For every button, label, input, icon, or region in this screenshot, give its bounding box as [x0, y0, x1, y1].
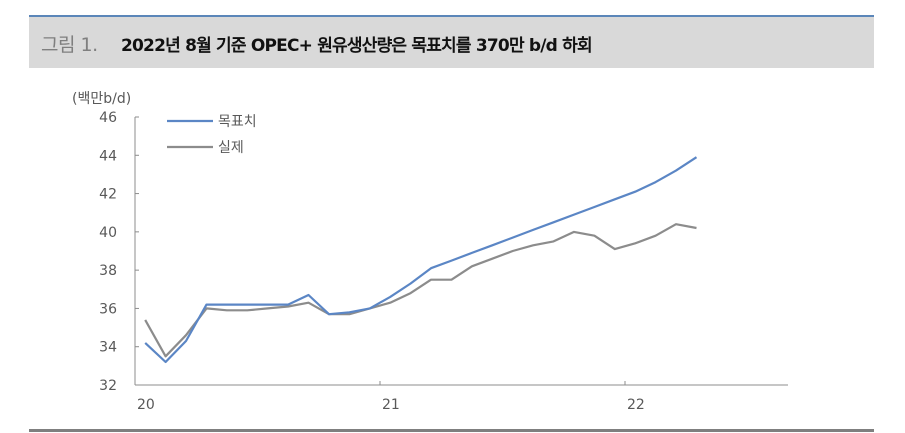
y-tick-label: 44	[99, 148, 117, 164]
figure-title-bar: 그림 1. 2022년 8월 기준 OPEC+ 원유생산량은 목표치를 370만…	[29, 15, 874, 68]
x-axis: 20 21 22	[135, 381, 788, 413]
y-tick-label: 38	[99, 263, 117, 279]
y-tick-label: 46	[99, 110, 117, 126]
figure-title: 2022년 8월 기준 OPEC+ 원유생산량은 목표치를 370만 b/d 하…	[121, 36, 593, 56]
series-line	[144, 223, 697, 358]
x-tick-label: 22	[627, 397, 645, 413]
figure-number: 그림 1.	[41, 34, 98, 56]
y-tick-label: 34	[99, 340, 117, 356]
y-tick-label: 32	[99, 378, 117, 394]
x-tick-label: 20	[137, 397, 155, 413]
y-tick-label: 42	[99, 187, 117, 203]
y-axis: 32 34 36 38 40 42 44 46	[99, 110, 139, 394]
legend-label: 실제	[218, 140, 244, 156]
y-tick-label: 36	[99, 301, 117, 317]
y-axis-unit-label: (백만b/d)	[72, 91, 131, 107]
legend-label: 목표치	[218, 114, 257, 130]
bottom-divider	[29, 429, 874, 432]
y-tick-label: 40	[99, 225, 117, 241]
series-line	[144, 156, 698, 364]
x-tick-label: 21	[382, 397, 400, 413]
series-lines	[144, 156, 698, 364]
